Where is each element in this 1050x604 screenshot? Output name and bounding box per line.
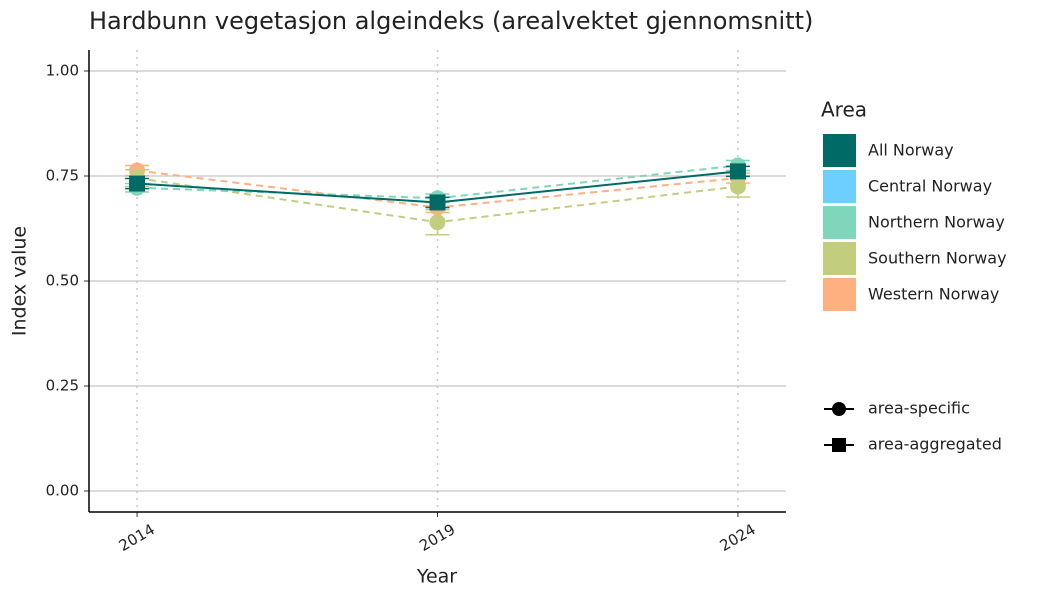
legend-label: All Norway bbox=[868, 141, 954, 160]
y-tick-label: 0.25 bbox=[46, 377, 79, 395]
x-tick-label: 2024 bbox=[717, 520, 759, 555]
y-tick-label: 0.50 bbox=[46, 272, 79, 290]
data-point bbox=[429, 194, 446, 211]
legend-swatch bbox=[823, 206, 856, 239]
y-tick-label: 0.75 bbox=[46, 167, 79, 185]
y-tick-label: 1.00 bbox=[46, 62, 79, 80]
legend-swatch bbox=[823, 170, 856, 203]
legend-swatch bbox=[823, 242, 856, 275]
legend-label: Western Norway bbox=[868, 285, 999, 304]
data-point bbox=[729, 178, 746, 195]
x-tick-label: 2014 bbox=[116, 520, 158, 555]
legend-marker bbox=[832, 402, 846, 416]
legend-label: area-specific bbox=[868, 399, 970, 418]
y-axis-label: Index value bbox=[9, 226, 31, 336]
legend-label: Central Norway bbox=[868, 177, 992, 196]
legend-label: area-aggregated bbox=[868, 435, 1002, 454]
legend-swatch bbox=[823, 134, 856, 167]
x-tick-label: 2019 bbox=[416, 520, 458, 555]
x-axis-label: Year bbox=[416, 566, 457, 588]
legend-marker bbox=[832, 438, 846, 452]
data-point bbox=[729, 163, 746, 180]
data-point bbox=[129, 175, 146, 192]
legend-label: Southern Norway bbox=[868, 249, 1007, 268]
y-tick-label: 0.00 bbox=[46, 482, 79, 500]
legend-swatch bbox=[823, 278, 856, 311]
chart-title: Hardbunn vegetasjon algeindeks (arealvek… bbox=[89, 7, 813, 35]
legend-title: Area bbox=[821, 98, 867, 122]
data-point bbox=[429, 214, 446, 231]
legend-label: Northern Norway bbox=[868, 213, 1005, 232]
